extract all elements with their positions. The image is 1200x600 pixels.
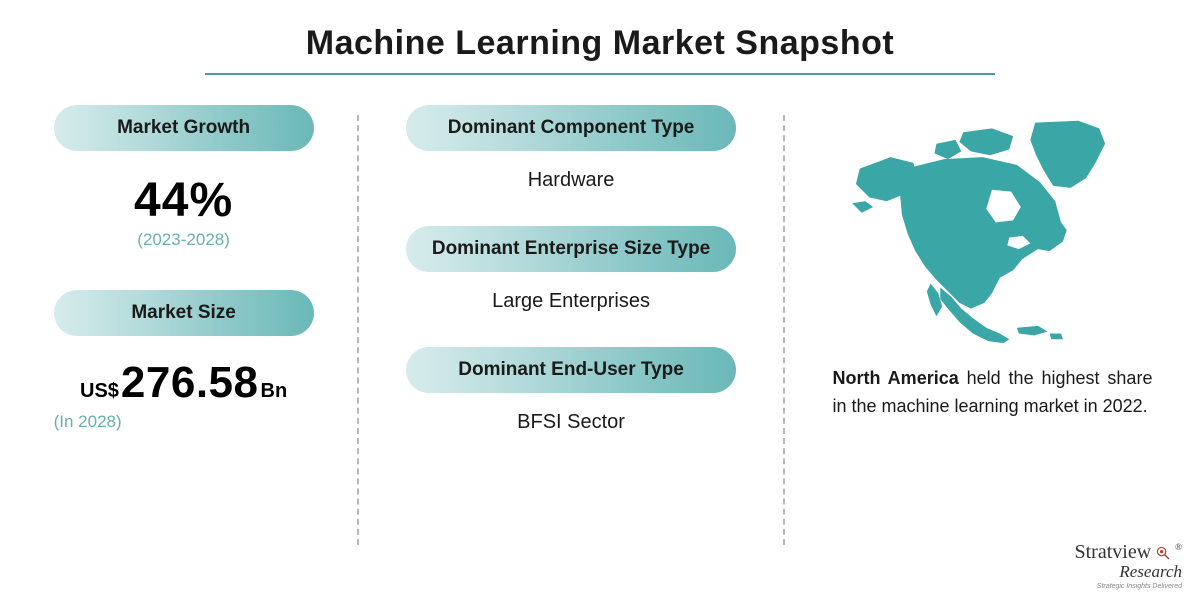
dominant-enterprise-label: Dominant Enterprise Size Type (432, 238, 710, 260)
dominant-component-pill: Dominant Component Type (406, 105, 736, 151)
left-column: Market Growth 44% (2023-2028) Market Siz… (40, 105, 327, 432)
market-size-currency: US$ (80, 380, 119, 403)
north-america-map (842, 105, 1142, 355)
right-column: North America held the highest share in … (815, 105, 1160, 421)
page-title: Machine Learning Market Snapshot (0, 0, 1200, 63)
region-name: North America (832, 368, 958, 388)
market-size-block: Market Size US$ 276.58 Bn (In 2028) (54, 290, 314, 432)
market-size-pill: Market Size (54, 290, 314, 336)
content-row: Market Growth 44% (2023-2028) Market Siz… (0, 75, 1200, 545)
market-size-year: (In 2028) (54, 412, 314, 432)
market-size-unit: Bn (261, 380, 288, 403)
brand-logo: Stratview Research Strategic Insights De… (1075, 541, 1183, 590)
market-growth-pill: Market Growth (54, 105, 314, 151)
market-size-value-row: US$ 276.58 Bn (54, 358, 314, 408)
dominant-enduser-value: BFSI Sector (517, 411, 625, 434)
vertical-divider-2 (783, 115, 785, 545)
market-size-label: Market Size (131, 302, 236, 324)
market-growth-value: 44% (134, 173, 233, 228)
market-growth-label: Market Growth (117, 117, 250, 139)
north-america-map-icon (842, 115, 1142, 345)
dominant-enterprise-pill: Dominant Enterprise Size Type (406, 226, 736, 272)
middle-column: Dominant Component Type Hardware Dominan… (389, 105, 753, 434)
market-size-value: 276.58 (121, 358, 259, 408)
logo-tagline: Strategic Insights Delivered (1075, 583, 1183, 590)
dominant-enduser-pill: Dominant End-User Type (406, 347, 736, 393)
magnifier-target-icon (1156, 546, 1170, 560)
dominant-enterprise-value: Large Enterprises (492, 290, 650, 313)
region-caption: North America held the highest share in … (832, 365, 1152, 421)
dominant-component-value: Hardware (528, 169, 615, 192)
dominant-enduser-label: Dominant End-User Type (458, 359, 684, 381)
vertical-divider-1 (357, 115, 359, 545)
dominant-component-label: Dominant Component Type (448, 117, 695, 139)
logo-line1: Stratview (1075, 541, 1152, 563)
logo-line2: Research (1075, 562, 1183, 582)
market-growth-period: (2023-2028) (137, 230, 230, 250)
